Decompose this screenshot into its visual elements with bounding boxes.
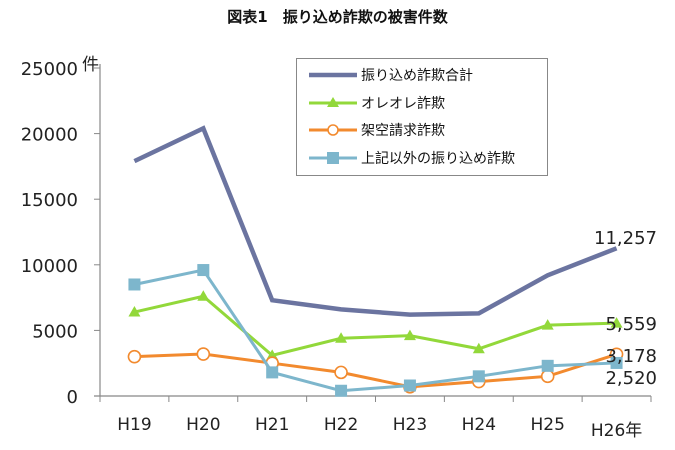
data-label: 5,559 <box>605 314 657 335</box>
y-tick-label: 20000 <box>21 125 78 146</box>
x-tick-label: H20 <box>186 415 220 435</box>
legend-label: 上記以外の振り込め詐欺 <box>361 150 515 167</box>
square-marker <box>197 264 210 277</box>
x-tick-label: H25 <box>530 415 564 435</box>
legend-swatch-icon <box>309 124 357 136</box>
x-tick-label: H22 <box>324 415 358 435</box>
legend-item: 架空請求詐欺 <box>307 119 445 141</box>
legend-label: オレオレ詐欺 <box>361 95 445 112</box>
y-tick-label: 10000 <box>21 256 78 277</box>
circle-marker <box>540 369 555 384</box>
series-line <box>134 268 617 393</box>
x-tick-label: H19 <box>117 415 151 435</box>
x-tick-label: H26年 <box>591 421 642 441</box>
data-label: 11,257 <box>594 228 657 249</box>
square-marker <box>403 379 416 392</box>
data-label: 3,178 <box>605 346 657 367</box>
square-marker <box>472 370 485 383</box>
y-tick-label: 5000 <box>32 321 78 342</box>
circle-marker <box>196 347 211 361</box>
triangle-marker <box>472 342 485 354</box>
legend-swatch-icon <box>309 96 357 107</box>
legend-item: 振り込め詐欺合計 <box>307 64 473 86</box>
triangle-marker <box>403 329 416 341</box>
chart-title: 図表1 振り込め詐欺の被害件数 <box>227 8 448 26</box>
legend-item: 上記以外の振り込め詐欺 <box>307 147 515 169</box>
triangle-marker <box>610 317 623 328</box>
legend-label: 架空請求詐欺 <box>361 123 445 139</box>
square-marker <box>128 278 141 291</box>
legend-item: オレオレ詐欺 <box>307 92 445 114</box>
square-marker <box>610 356 623 369</box>
triangle-marker <box>197 290 210 301</box>
series-line <box>133 125 618 317</box>
triangle-marker <box>541 319 554 330</box>
legend-swatch-icon <box>309 151 357 164</box>
square-marker <box>335 384 348 397</box>
circle-marker <box>334 365 348 380</box>
triangle-marker <box>335 332 348 343</box>
legend: 振り込め詐欺合計 オレオレ詐欺 架空請求詐欺上記以外の振り込め詐欺 <box>296 58 548 176</box>
triangle-marker <box>128 306 141 317</box>
x-tick-label: H23 <box>393 415 427 435</box>
series-line <box>134 294 617 357</box>
x-tick-label: H24 <box>462 415 496 435</box>
legend-label: 振り込め詐欺合計 <box>361 68 473 84</box>
data-label: 2,520 <box>605 368 657 389</box>
square-marker <box>541 359 554 372</box>
legend-swatch-icon <box>309 72 357 78</box>
y-axis-unit: 件 <box>82 55 99 75</box>
circle-marker <box>127 349 142 364</box>
series-line <box>134 352 618 389</box>
square-marker <box>266 366 279 379</box>
y-tick-label: 0 <box>67 387 78 408</box>
y-tick-label: 25000 <box>21 59 78 80</box>
x-tick-label: H21 <box>255 415 289 435</box>
y-tick-label: 15000 <box>21 190 78 211</box>
